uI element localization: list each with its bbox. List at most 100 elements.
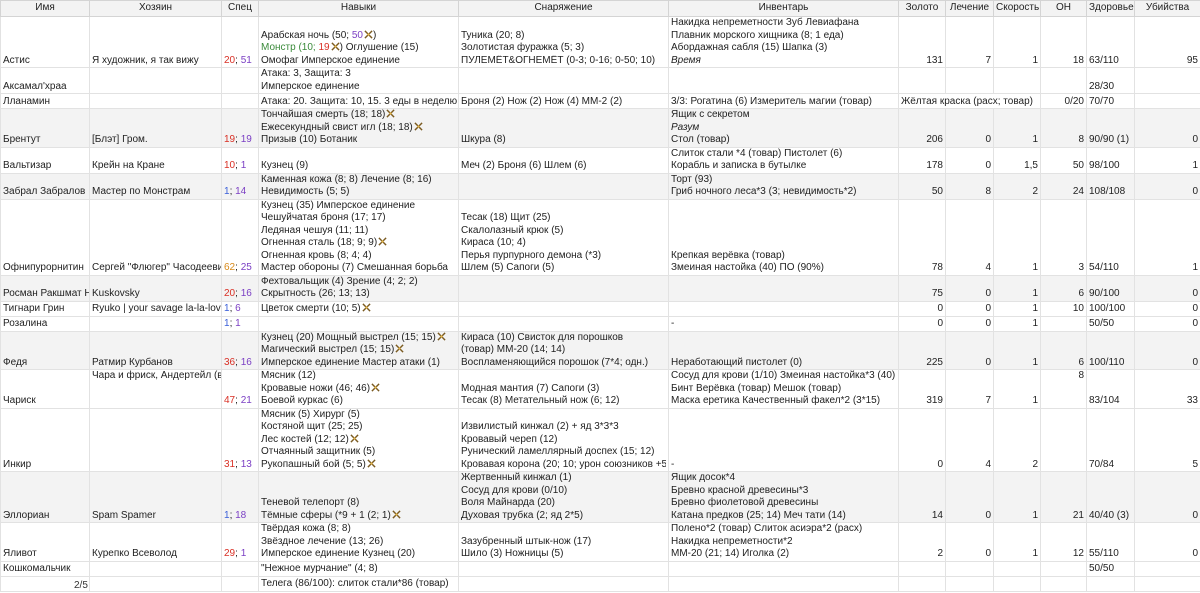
cell-gold[interactable]: 131: [899, 17, 946, 68]
cell-kills[interactable]: 0: [1135, 301, 1200, 316]
cell-name[interactable]: Офнипурорнитин: [1, 199, 90, 275]
cell-owner[interactable]: [90, 561, 222, 576]
cell-heal[interactable]: 7: [946, 370, 994, 409]
cell-spec[interactable]: [222, 576, 259, 591]
cell-hp[interactable]: 50/50: [1087, 316, 1135, 331]
cell-inventory[interactable]: Полено*2 (товар) Слиток асиэра*2 (расх) …: [669, 523, 899, 562]
cell-inventory[interactable]: -: [669, 316, 899, 331]
cell-name[interactable]: Федя: [1, 331, 90, 370]
cell-skills[interactable]: Каменная кожа (8; 8) Лечение (8; 16) Нев…: [259, 173, 459, 199]
cell-heal[interactable]: 0: [946, 472, 994, 523]
cell-inventory[interactable]: [669, 576, 899, 591]
cell-heal[interactable]: 0: [946, 301, 994, 316]
cell-owner[interactable]: Сергей "Флюгер" Часодеевич: [90, 199, 222, 275]
cell-on[interactable]: 8: [1041, 370, 1087, 409]
cell-kills[interactable]: 0: [1135, 523, 1200, 562]
cell-spec[interactable]: 1; 14: [222, 173, 259, 199]
cell-name[interactable]: Аксамал'храа: [1, 68, 90, 94]
cell-inventory[interactable]: -: [669, 408, 899, 472]
cell-on[interactable]: 8: [1041, 109, 1087, 148]
cell-inventory[interactable]: [669, 275, 899, 301]
cell-name[interactable]: Чариск: [1, 370, 90, 409]
cell-speed[interactable]: [994, 561, 1041, 576]
cell-name[interactable]: Вальтизар: [1, 147, 90, 173]
cell-owner[interactable]: [90, 576, 222, 591]
cell-gold[interactable]: [899, 561, 946, 576]
cell-speed[interactable]: 1,5: [994, 147, 1041, 173]
cell-spec[interactable]: [222, 68, 259, 94]
cell-speed[interactable]: 2: [994, 173, 1041, 199]
cell-owner[interactable]: [90, 316, 222, 331]
cell-on[interactable]: 6: [1041, 275, 1087, 301]
cell-skills[interactable]: [259, 316, 459, 331]
cell-inventory[interactable]: Крепкая верёвка (товар) Змеиная настойка…: [669, 199, 899, 275]
cell-kills[interactable]: [1135, 561, 1200, 576]
cell-owner[interactable]: Я художник, я так вижу: [90, 17, 222, 68]
cell-gold[interactable]: 0: [899, 316, 946, 331]
cell-heal[interactable]: 4: [946, 199, 994, 275]
cell-spec[interactable]: 1; 6: [222, 301, 259, 316]
cell-hp[interactable]: 28/30: [1087, 68, 1135, 94]
cell-spec[interactable]: 29; 1: [222, 523, 259, 562]
cell-gold[interactable]: [899, 576, 946, 591]
cell-heal[interactable]: 0: [946, 316, 994, 331]
cell-inventory[interactable]: Накидка непреметности Зуб Левиафана Плав…: [669, 17, 899, 68]
cell-gear[interactable]: Кираса (10) Свисток для порошков (товар)…: [459, 331, 669, 370]
cell-gear[interactable]: Броня (2) Нож (2) Нож (4) ММ-2 (2): [459, 94, 669, 109]
cell-skills[interactable]: Мясник (5) Хирург (5) Костяной щит (25; …: [259, 408, 459, 472]
header-spec[interactable]: Спец: [222, 1, 259, 17]
header-hp[interactable]: Здоровье: [1087, 1, 1135, 17]
cell-hp[interactable]: 98/100: [1087, 147, 1135, 173]
cell-skills[interactable]: Кузнец (9): [259, 147, 459, 173]
cell-kills[interactable]: 5: [1135, 408, 1200, 472]
cell-kills[interactable]: [1135, 68, 1200, 94]
cell-gear[interactable]: [459, 561, 669, 576]
cell-gold[interactable]: 78: [899, 199, 946, 275]
cell-speed[interactable]: [994, 576, 1041, 591]
cell-inventory[interactable]: [669, 301, 899, 316]
cell-owner[interactable]: Kuskovsky: [90, 275, 222, 301]
cell-owner[interactable]: [90, 408, 222, 472]
header-speed[interactable]: Скорость: [994, 1, 1041, 17]
cell-speed[interactable]: 1: [994, 523, 1041, 562]
cell-heal[interactable]: [946, 68, 994, 94]
cell-heal[interactable]: 0: [946, 147, 994, 173]
cell-kills[interactable]: 0: [1135, 173, 1200, 199]
cell-inventory[interactable]: Сосуд для крови (1/10) Змеиная настойка*…: [669, 370, 899, 409]
cell-owner[interactable]: Ryuko | your savage la-la-love: [90, 301, 222, 316]
cell-name[interactable]: Эллориан: [1, 472, 90, 523]
cell-owner[interactable]: [90, 68, 222, 94]
cell-speed[interactable]: [994, 68, 1041, 94]
cell-heal[interactable]: 0: [946, 331, 994, 370]
cell-spec[interactable]: 62; 25: [222, 199, 259, 275]
cell-skills[interactable]: Твёрдая кожа (8; 8) Звёздное лечение (13…: [259, 523, 459, 562]
cell-name[interactable]: Кошкомальчик: [1, 561, 90, 576]
cell-on[interactable]: [1041, 576, 1087, 591]
cell-hp[interactable]: 100/100: [1087, 301, 1135, 316]
cell-speed[interactable]: 1: [994, 370, 1041, 409]
cell-skills[interactable]: "Нежное мурчание" (4; 8): [259, 561, 459, 576]
cell-gear[interactable]: Туника (20; 8) Золотистая фуражка (5; 3)…: [459, 17, 669, 68]
cell-skills[interactable]: Арабская ночь (50; 50) Монстр (10; 19) О…: [259, 17, 459, 68]
cell-spec[interactable]: 36; 16: [222, 331, 259, 370]
cell-speed[interactable]: 2: [994, 408, 1041, 472]
cell-heal[interactable]: [946, 561, 994, 576]
cell-on[interactable]: 10: [1041, 301, 1087, 316]
cell-kills[interactable]: [1135, 576, 1200, 591]
cell-hp[interactable]: 54/110: [1087, 199, 1135, 275]
cell-gear[interactable]: Модная мантия (7) Сапоги (3) Тесак (8) М…: [459, 370, 669, 409]
header-inventory[interactable]: Инвентарь: [669, 1, 899, 17]
cell-gear[interactable]: [459, 301, 669, 316]
cell-kills[interactable]: 0: [1135, 316, 1200, 331]
cell-spec[interactable]: 1; 1: [222, 316, 259, 331]
cell-spec[interactable]: 1; 18: [222, 472, 259, 523]
cell-gear[interactable]: [459, 316, 669, 331]
cell-spec[interactable]: 31; 13: [222, 408, 259, 472]
cell-gold[interactable]: [899, 68, 946, 94]
cell-on[interactable]: 18: [1041, 17, 1087, 68]
cell-owner[interactable]: Курепко Всеволод: [90, 523, 222, 562]
cell-on[interactable]: 50: [1041, 147, 1087, 173]
cell-inventory[interactable]: Ящик с секретом Разум Стол (товар): [669, 109, 899, 148]
cell-speed[interactable]: 1: [994, 301, 1041, 316]
cell-spec[interactable]: 19; 19: [222, 109, 259, 148]
